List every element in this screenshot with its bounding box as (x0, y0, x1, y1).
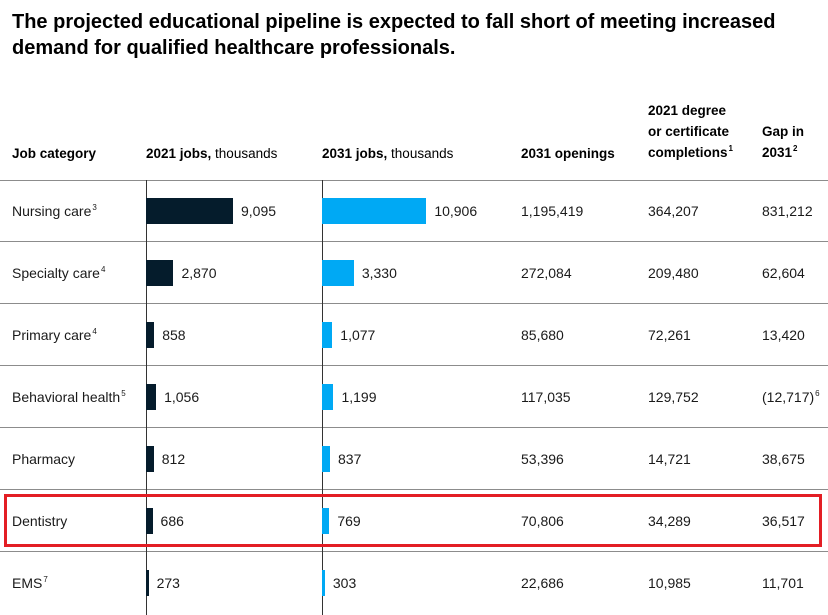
row-category: Specialty care4 (12, 265, 106, 281)
label-jobs-2021: 686 (160, 513, 184, 529)
header-openings-2031: 2031 openings (521, 146, 615, 161)
label-jobs-2031: 1,199 (341, 389, 377, 405)
cell-gap: 36,517 (762, 513, 805, 529)
bar-jobs-2031 (322, 322, 333, 348)
bar-jobs-2021 (146, 384, 157, 410)
cell-completions: 10,985 (648, 575, 691, 591)
bar-jobs-2031 (322, 508, 330, 534)
label-jobs-2021: 2,870 (181, 265, 217, 281)
cell-gap: 831,212 (762, 203, 813, 219)
cell-openings: 22,686 (521, 575, 564, 591)
cell-openings: 272,084 (521, 265, 572, 281)
row-divider (0, 489, 828, 490)
highlight-box (4, 494, 822, 547)
cell-gap: 13,420 (762, 327, 805, 343)
label-jobs-2021: 9,095 (241, 203, 277, 219)
label-jobs-2031: 1,077 (340, 327, 376, 343)
row-category: Nursing care3 (12, 203, 97, 219)
label-jobs-2031: 3,330 (361, 265, 397, 281)
bar-jobs-2021 (146, 446, 154, 472)
label-jobs-2021: 812 (161, 451, 186, 467)
cell-gap: 62,604 (762, 265, 805, 281)
bar-jobs-2021 (146, 570, 149, 596)
cell-openings: 1,195,419 (521, 203, 584, 219)
bar-jobs-2031 (322, 446, 330, 472)
bar-jobs-2021 (146, 508, 153, 534)
label-jobs-2031: 10,906 (434, 203, 478, 219)
label-jobs-2021: 1,056 (164, 389, 200, 405)
bar-jobs-2031 (322, 198, 427, 224)
row-category: Behavioral health5 (12, 389, 126, 405)
label-jobs-2021: 273 (156, 575, 180, 591)
header-job-category: Job category (12, 146, 97, 161)
header-gap-2031: Gap in 20312 (762, 124, 805, 160)
header-completions-2021: 2021 degree or certificate completions1 (648, 103, 733, 160)
chart-title: The projected educational pipeline is ex… (12, 11, 776, 59)
header-jobs-2031: 2031 jobs, thousands (322, 146, 454, 161)
cell-completions: 209,480 (648, 265, 699, 281)
cell-completions: 364,207 (648, 203, 699, 219)
row-divider (0, 551, 828, 552)
cell-completions: 129,752 (648, 389, 699, 405)
label-jobs-2031: 769 (337, 513, 361, 529)
cell-gap: (12,717)6 (762, 389, 820, 405)
bar-jobs-2031 (322, 570, 325, 596)
bar-jobs-2021 (146, 198, 233, 224)
row-divider (0, 427, 828, 428)
cell-openings: 85,680 (521, 327, 564, 343)
row-divider (0, 303, 828, 304)
cell-openings: 117,035 (521, 389, 571, 405)
bar-jobs-2021 (146, 260, 174, 286)
cell-openings: 70,806 (521, 513, 564, 529)
row-divider (0, 241, 828, 242)
row-category: EMS7 (12, 575, 48, 591)
cell-completions: 14,721 (648, 451, 691, 467)
cell-openings: 53,396 (521, 451, 564, 467)
label-jobs-2031: 837 (338, 451, 362, 467)
row-category: Primary care4 (12, 327, 97, 343)
cell-gap: 38,675 (762, 451, 805, 467)
row-category: Pharmacy (12, 451, 76, 467)
row-category: Dentistry (12, 513, 68, 529)
bar-jobs-2021 (146, 322, 155, 348)
cell-completions: 72,261 (648, 327, 691, 343)
label-jobs-2021: 858 (162, 327, 186, 343)
bar-jobs-2031 (322, 260, 354, 286)
header-rule (0, 180, 828, 181)
header-jobs-2021: 2021 jobs, thousands (146, 146, 278, 161)
row-divider (0, 365, 828, 366)
label-jobs-2031: 303 (332, 575, 357, 591)
bar-jobs-2031 (322, 384, 334, 410)
cell-gap: 11,701 (762, 575, 804, 591)
cell-completions: 34,289 (648, 513, 691, 529)
